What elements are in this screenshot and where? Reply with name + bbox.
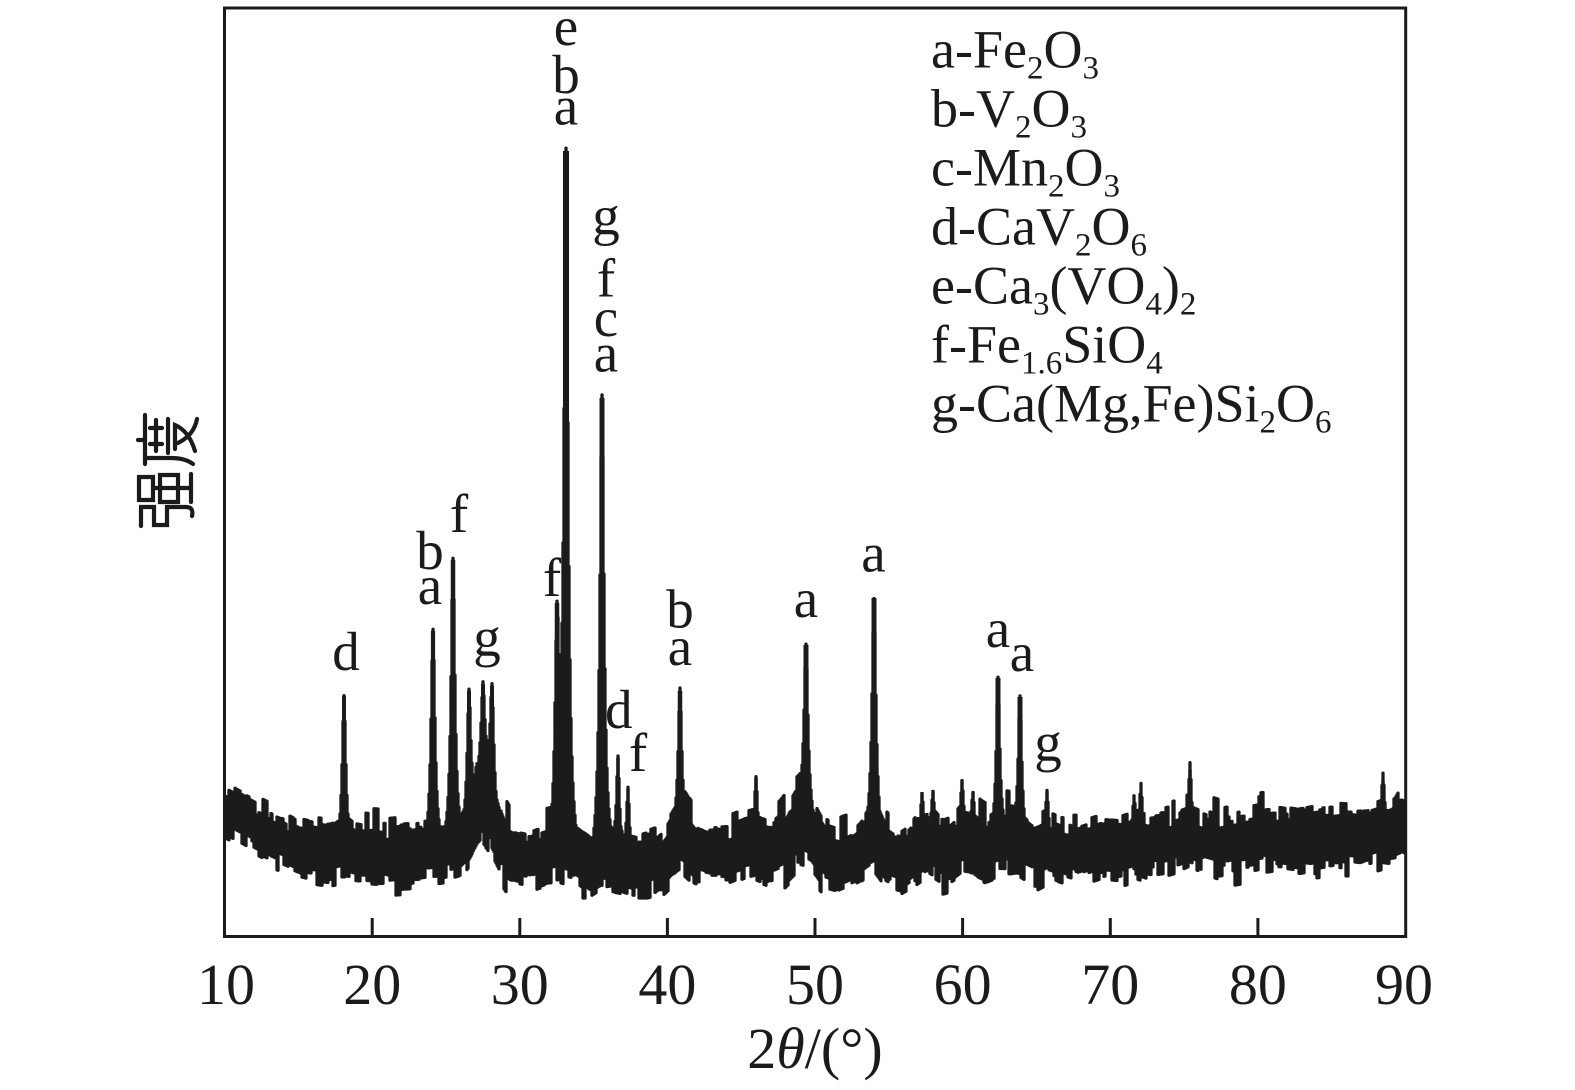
svg-text:90: 90 [1375, 952, 1433, 1017]
svg-text:c: c [594, 287, 618, 348]
svg-text:f: f [629, 722, 648, 783]
svg-text:a: a [1010, 622, 1034, 683]
svg-text:b: b [552, 44, 580, 105]
svg-text:a: a [794, 568, 818, 629]
svg-text:f: f [543, 547, 562, 608]
svg-text:a: a [668, 616, 692, 677]
svg-text:2θ/(°): 2θ/(°) [747, 1016, 882, 1081]
svg-text:g: g [1034, 712, 1062, 773]
svg-text:c-Mn2​O3​: c-Mn2​O3​ [931, 138, 1120, 205]
svg-text:10: 10 [197, 952, 255, 1017]
svg-text:b: b [416, 520, 444, 581]
svg-text:a: a [861, 522, 885, 583]
svg-text:b-V2​O3​: b-V2​O3​ [931, 79, 1087, 146]
svg-text:g: g [592, 186, 620, 247]
svg-text:40: 40 [638, 952, 696, 1017]
svg-text:70: 70 [1081, 952, 1139, 1017]
svg-text:a: a [986, 598, 1010, 659]
svg-text:60: 60 [934, 952, 992, 1017]
svg-text:a: a [418, 555, 442, 616]
svg-text:a: a [554, 76, 578, 137]
svg-text:f-Fe1.6​SiO4​: f-Fe1.6​SiO4​ [931, 315, 1163, 382]
svg-text:g-Ca(Mg,Fe)Si2​O6​: g-Ca(Mg,Fe)Si2​O6​ [931, 374, 1331, 441]
svg-text:g: g [473, 607, 501, 668]
svg-text:b: b [666, 579, 694, 640]
svg-text:d: d [332, 621, 360, 682]
svg-text:80: 80 [1229, 952, 1287, 1017]
svg-text:a: a [594, 323, 618, 384]
svg-text:50: 50 [786, 952, 844, 1017]
svg-text:e-Ca3​(VO4​)2​: e-Ca3​(VO4​)2​ [931, 256, 1196, 323]
svg-text:f: f [597, 247, 616, 308]
svg-text:20: 20 [343, 952, 401, 1017]
svg-text:d-CaV2​O6​: d-CaV2​O6​ [931, 197, 1147, 264]
svg-text:a-Fe2​O3​: a-Fe2​O3​ [931, 20, 1099, 87]
svg-text:30: 30 [491, 952, 549, 1017]
svg-text:f: f [450, 483, 469, 544]
svg-text:e: e [554, 0, 578, 57]
svg-text:d: d [605, 679, 633, 740]
